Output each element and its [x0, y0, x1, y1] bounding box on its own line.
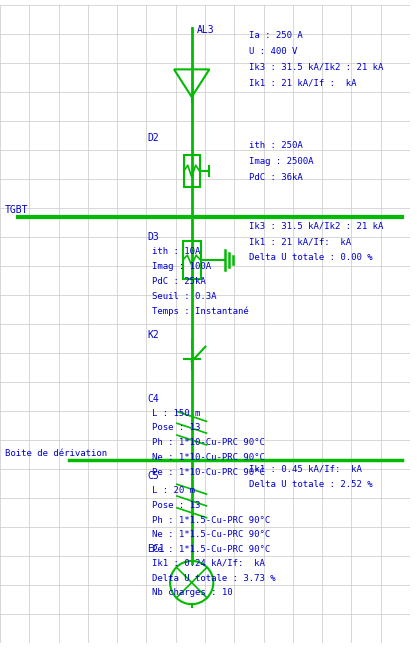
Text: Ph : 1*1.5-Cu-PRC 90°C: Ph : 1*1.5-Cu-PRC 90°C: [152, 516, 271, 525]
Text: C4: C4: [148, 394, 159, 404]
Text: Pe : 1*10-Cu-PRC 90°C: Pe : 1*10-Cu-PRC 90°C: [152, 467, 265, 476]
Text: Pose : 13: Pose : 13: [152, 501, 201, 510]
Text: Ik1 : 21 kA/If:  kA: Ik1 : 21 kA/If: kA: [249, 237, 351, 246]
Text: Imag : 100A: Imag : 100A: [152, 262, 211, 271]
Text: L : 20 m: L : 20 m: [152, 486, 196, 495]
Text: D2: D2: [148, 133, 159, 143]
Text: C5: C5: [148, 472, 159, 481]
Text: Ia : 250 A: Ia : 250 A: [249, 31, 302, 40]
Bar: [184, 155, 200, 187]
Text: D3: D3: [148, 231, 159, 242]
Text: Ik3 : 31.5 kA/Ik2 : 21 kA: Ik3 : 31.5 kA/Ik2 : 21 kA: [249, 222, 383, 231]
Text: AL3: AL3: [197, 25, 214, 35]
Text: L : 150 m: L : 150 m: [152, 408, 201, 417]
Text: Pose : 13: Pose : 13: [152, 423, 201, 432]
Text: Nb charges : 10: Nb charges : 10: [152, 588, 233, 597]
Text: K2: K2: [148, 330, 159, 340]
Text: Delta U totale : 3.73 %: Delta U totale : 3.73 %: [152, 573, 276, 583]
Text: TGBT: TGBT: [5, 205, 28, 215]
Text: Imag : 2500A: Imag : 2500A: [249, 157, 313, 166]
Text: PdC : 36kA: PdC : 36kA: [249, 172, 302, 181]
Text: Delta U totale : 0.00 %: Delta U totale : 0.00 %: [249, 253, 372, 262]
Text: U : 400 V: U : 400 V: [249, 47, 297, 56]
Text: Ik1 : 0.24 kA/If:  kA: Ik1 : 0.24 kA/If: kA: [152, 559, 265, 568]
Text: Ik1 : 0.45 kA/If:  kA: Ik1 : 0.45 kA/If: kA: [249, 465, 362, 474]
Bar: [183, 242, 201, 279]
Text: Ik3 : 31.5 kA/Ik2 : 21 kA: Ik3 : 31.5 kA/Ik2 : 21 kA: [249, 62, 383, 71]
Text: Ik1 : 21 kA/If :  kA: Ik1 : 21 kA/If : kA: [249, 78, 356, 87]
Text: Temps : Instantané: Temps : Instantané: [152, 307, 249, 316]
Text: Ne : 1*10-Cu-PRC 90°C: Ne : 1*10-Cu-PRC 90°C: [152, 453, 265, 462]
Text: Ne : 1*1.5-Cu-PRC 90°C: Ne : 1*1.5-Cu-PRC 90°C: [152, 531, 271, 539]
Text: ith : 10A: ith : 10A: [152, 248, 201, 257]
Text: PdC : 25kA: PdC : 25kA: [152, 277, 206, 286]
Text: Boite de dérivation: Boite de dérivation: [5, 448, 107, 457]
Text: Delta U totale : 2.52 %: Delta U totale : 2.52 %: [249, 480, 372, 489]
Text: EC1: EC1: [148, 544, 165, 554]
Text: ith : 250A: ith : 250A: [249, 141, 302, 150]
Text: Seuil : 0.3A: Seuil : 0.3A: [152, 292, 217, 301]
Text: Ph : 1*10-Cu-PRC 90°C: Ph : 1*10-Cu-PRC 90°C: [152, 438, 265, 447]
Text: Pe : 1*1.5-Cu-PRC 90°C: Pe : 1*1.5-Cu-PRC 90°C: [152, 545, 271, 554]
